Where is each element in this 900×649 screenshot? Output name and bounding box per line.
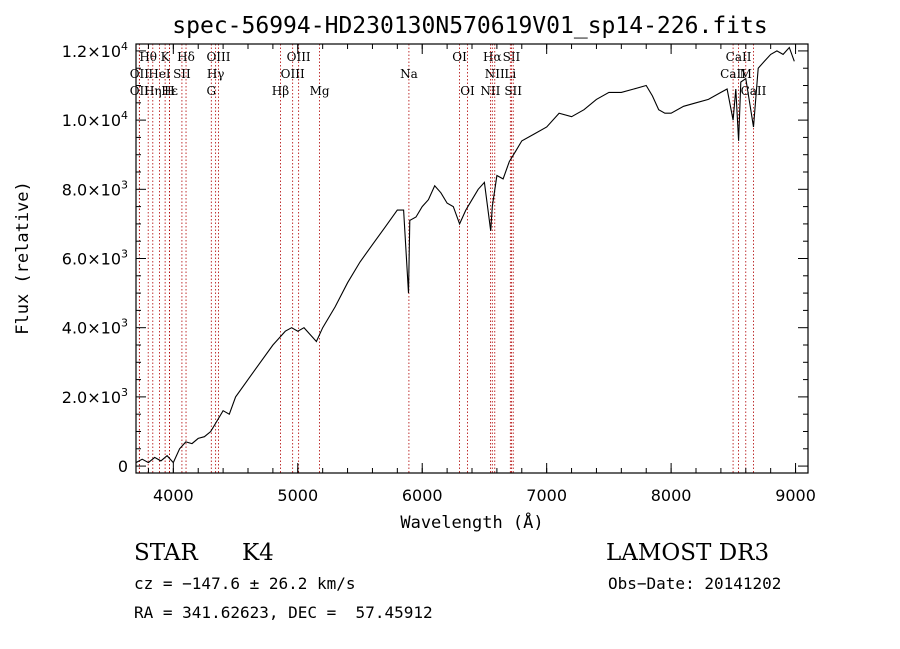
line-label: NII bbox=[480, 84, 500, 98]
obs-date: Obs−Date: 20141202 bbox=[608, 574, 782, 593]
x-tick-label: 8000 bbox=[651, 486, 692, 505]
line-label: K bbox=[161, 50, 171, 64]
line-label: Li bbox=[504, 67, 516, 81]
line-label: H bbox=[164, 84, 174, 98]
y-tick-exponent: 4 bbox=[121, 40, 128, 53]
y-tick-label: 1.2×104 bbox=[62, 40, 128, 61]
line-label: OIII bbox=[206, 50, 230, 64]
line-label: Na bbox=[400, 67, 418, 81]
line-label: M bbox=[740, 67, 752, 81]
y-tick-label: 8.0×103 bbox=[62, 178, 128, 199]
x-axis-label: Wavelength (Å) bbox=[400, 511, 543, 533]
x-tick-label: 4000 bbox=[153, 486, 194, 505]
x-tick-label: 7000 bbox=[526, 486, 567, 505]
spectrum-chart: spec-56994-HD230130N570619V01_sp14-226.f… bbox=[13, 13, 816, 533]
y-tick-mantissa: 1.2×10 bbox=[62, 42, 121, 61]
line-label: G bbox=[206, 84, 216, 98]
line-label: SII bbox=[173, 67, 191, 81]
y-tick-label: 4.0×103 bbox=[62, 317, 128, 338]
y-tick-mantissa: 8.0×10 bbox=[62, 180, 121, 199]
line-label: HeI bbox=[148, 67, 171, 81]
x-tick-label: 9000 bbox=[775, 486, 816, 505]
object-class: STAR bbox=[134, 540, 198, 566]
line-label: OII bbox=[130, 84, 150, 98]
redshift-text: cz = −147.6 ± 26.2 km/s bbox=[134, 574, 356, 593]
line-label: Hθ bbox=[139, 50, 157, 64]
line-label: Hδ bbox=[177, 50, 195, 64]
y-tick-label: 1.0×104 bbox=[62, 109, 128, 130]
y-axis: 02.0×1034.0×1036.0×1038.0×1031.0×1041.2×… bbox=[62, 40, 808, 476]
y-tick-label: 2.0×103 bbox=[62, 386, 128, 407]
line-label: Hη bbox=[144, 84, 162, 98]
line-label: OI bbox=[460, 84, 475, 98]
spectrum-line bbox=[135, 46, 795, 464]
line-label: OIII bbox=[287, 50, 311, 64]
y-tick-mantissa: 0 bbox=[118, 457, 128, 476]
line-label: NII bbox=[485, 67, 505, 81]
line-label: SII bbox=[504, 84, 522, 98]
y-axis-label: Flux (relative) bbox=[13, 181, 33, 335]
line-label: SII bbox=[503, 50, 521, 64]
line-label: Hγ bbox=[207, 67, 225, 81]
y-tick-label: 6.0×103 bbox=[62, 248, 128, 269]
plot-frame bbox=[135, 43, 809, 474]
line-label: Mg bbox=[310, 84, 330, 98]
line-label: OIII bbox=[281, 67, 305, 81]
object-subclass: K4 bbox=[242, 540, 274, 566]
y-tick-label: 0 bbox=[118, 457, 128, 476]
y-tick-mantissa: 1.0×10 bbox=[62, 111, 121, 130]
line-label: OII bbox=[130, 67, 150, 81]
coordinates: RA = 341.62623, DEC = 57.45912 bbox=[134, 603, 433, 622]
x-tick-label: 6000 bbox=[402, 486, 443, 505]
x-tick-label: 5000 bbox=[277, 486, 318, 505]
y-tick-mantissa: 6.0×10 bbox=[62, 250, 121, 269]
chart-title: spec-56994-HD230130N570619V01_sp14-226.f… bbox=[172, 13, 767, 39]
y-tick-exponent: 3 bbox=[121, 317, 128, 330]
y-tick-exponent: 4 bbox=[121, 109, 128, 122]
line-label: CaII bbox=[741, 84, 767, 98]
y-tick-exponent: 3 bbox=[121, 178, 128, 191]
line-label: Hα bbox=[483, 50, 502, 64]
y-tick-mantissa: 2.0×10 bbox=[62, 388, 121, 407]
spectrum-series bbox=[135, 46, 795, 464]
line-label: CaII bbox=[726, 50, 752, 64]
line-label: OI bbox=[452, 50, 467, 64]
line-label: Hβ bbox=[272, 84, 289, 98]
survey-name: LAMOST DR3 bbox=[606, 540, 770, 566]
y-tick-mantissa: 4.0×10 bbox=[62, 319, 121, 338]
y-tick-exponent: 3 bbox=[121, 386, 128, 399]
line-label: CaII bbox=[720, 67, 746, 81]
y-tick-exponent: 3 bbox=[121, 248, 128, 261]
x-axis: 4000 5000 6000 7000 8000 9000 bbox=[147, 44, 816, 505]
